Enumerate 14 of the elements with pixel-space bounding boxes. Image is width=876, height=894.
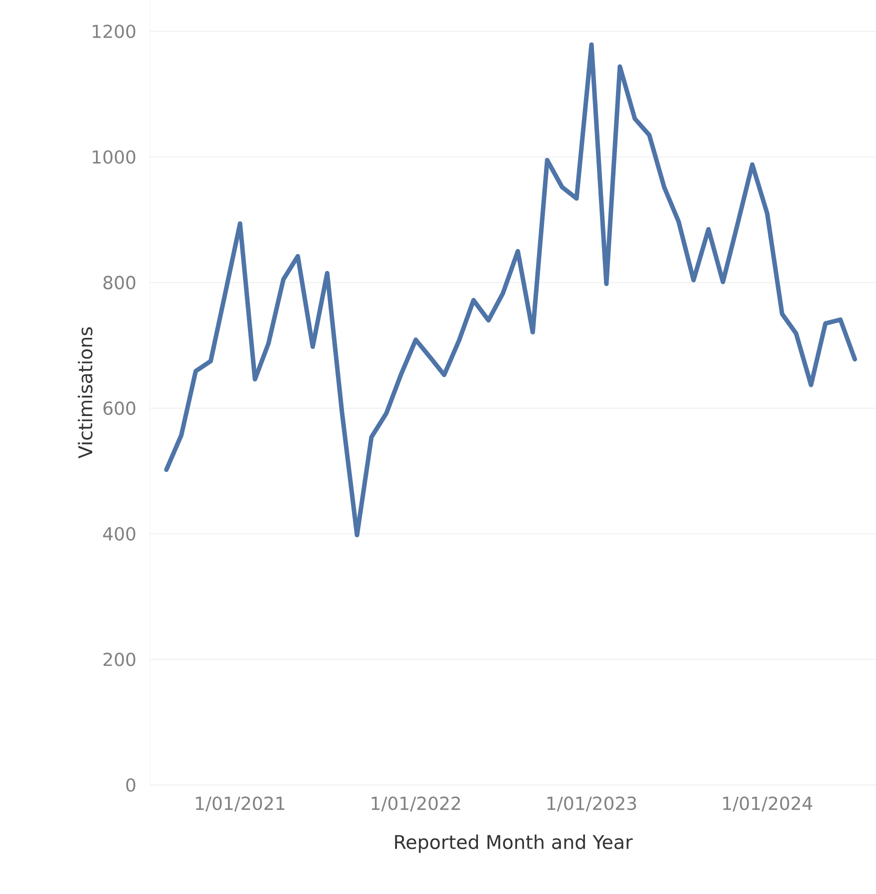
y-axis-title: Victimisations — [78, 327, 92, 458]
line-series — [164, 42, 858, 538]
x-tick-label: 1/01/2024 — [723, 796, 812, 812]
x-tick-label: 1/01/2021 — [196, 796, 284, 812]
y-tick-label: 800 — [103, 276, 136, 290]
y-tick-label: 600 — [104, 401, 136, 415]
x-axis-title: Reported Month and Year — [395, 834, 633, 853]
y-tick-label: 0 — [126, 778, 136, 792]
y-tick-label: 400 — [103, 527, 136, 541]
x-tick-label: 1/01/2022 — [372, 796, 460, 812]
x-tick-label: 1/01/2023 — [547, 796, 636, 812]
y-tick-label: 1200 — [92, 24, 136, 38]
y-tick-label: 200 — [104, 652, 136, 666]
y-tick-label: 1000 — [92, 150, 136, 164]
